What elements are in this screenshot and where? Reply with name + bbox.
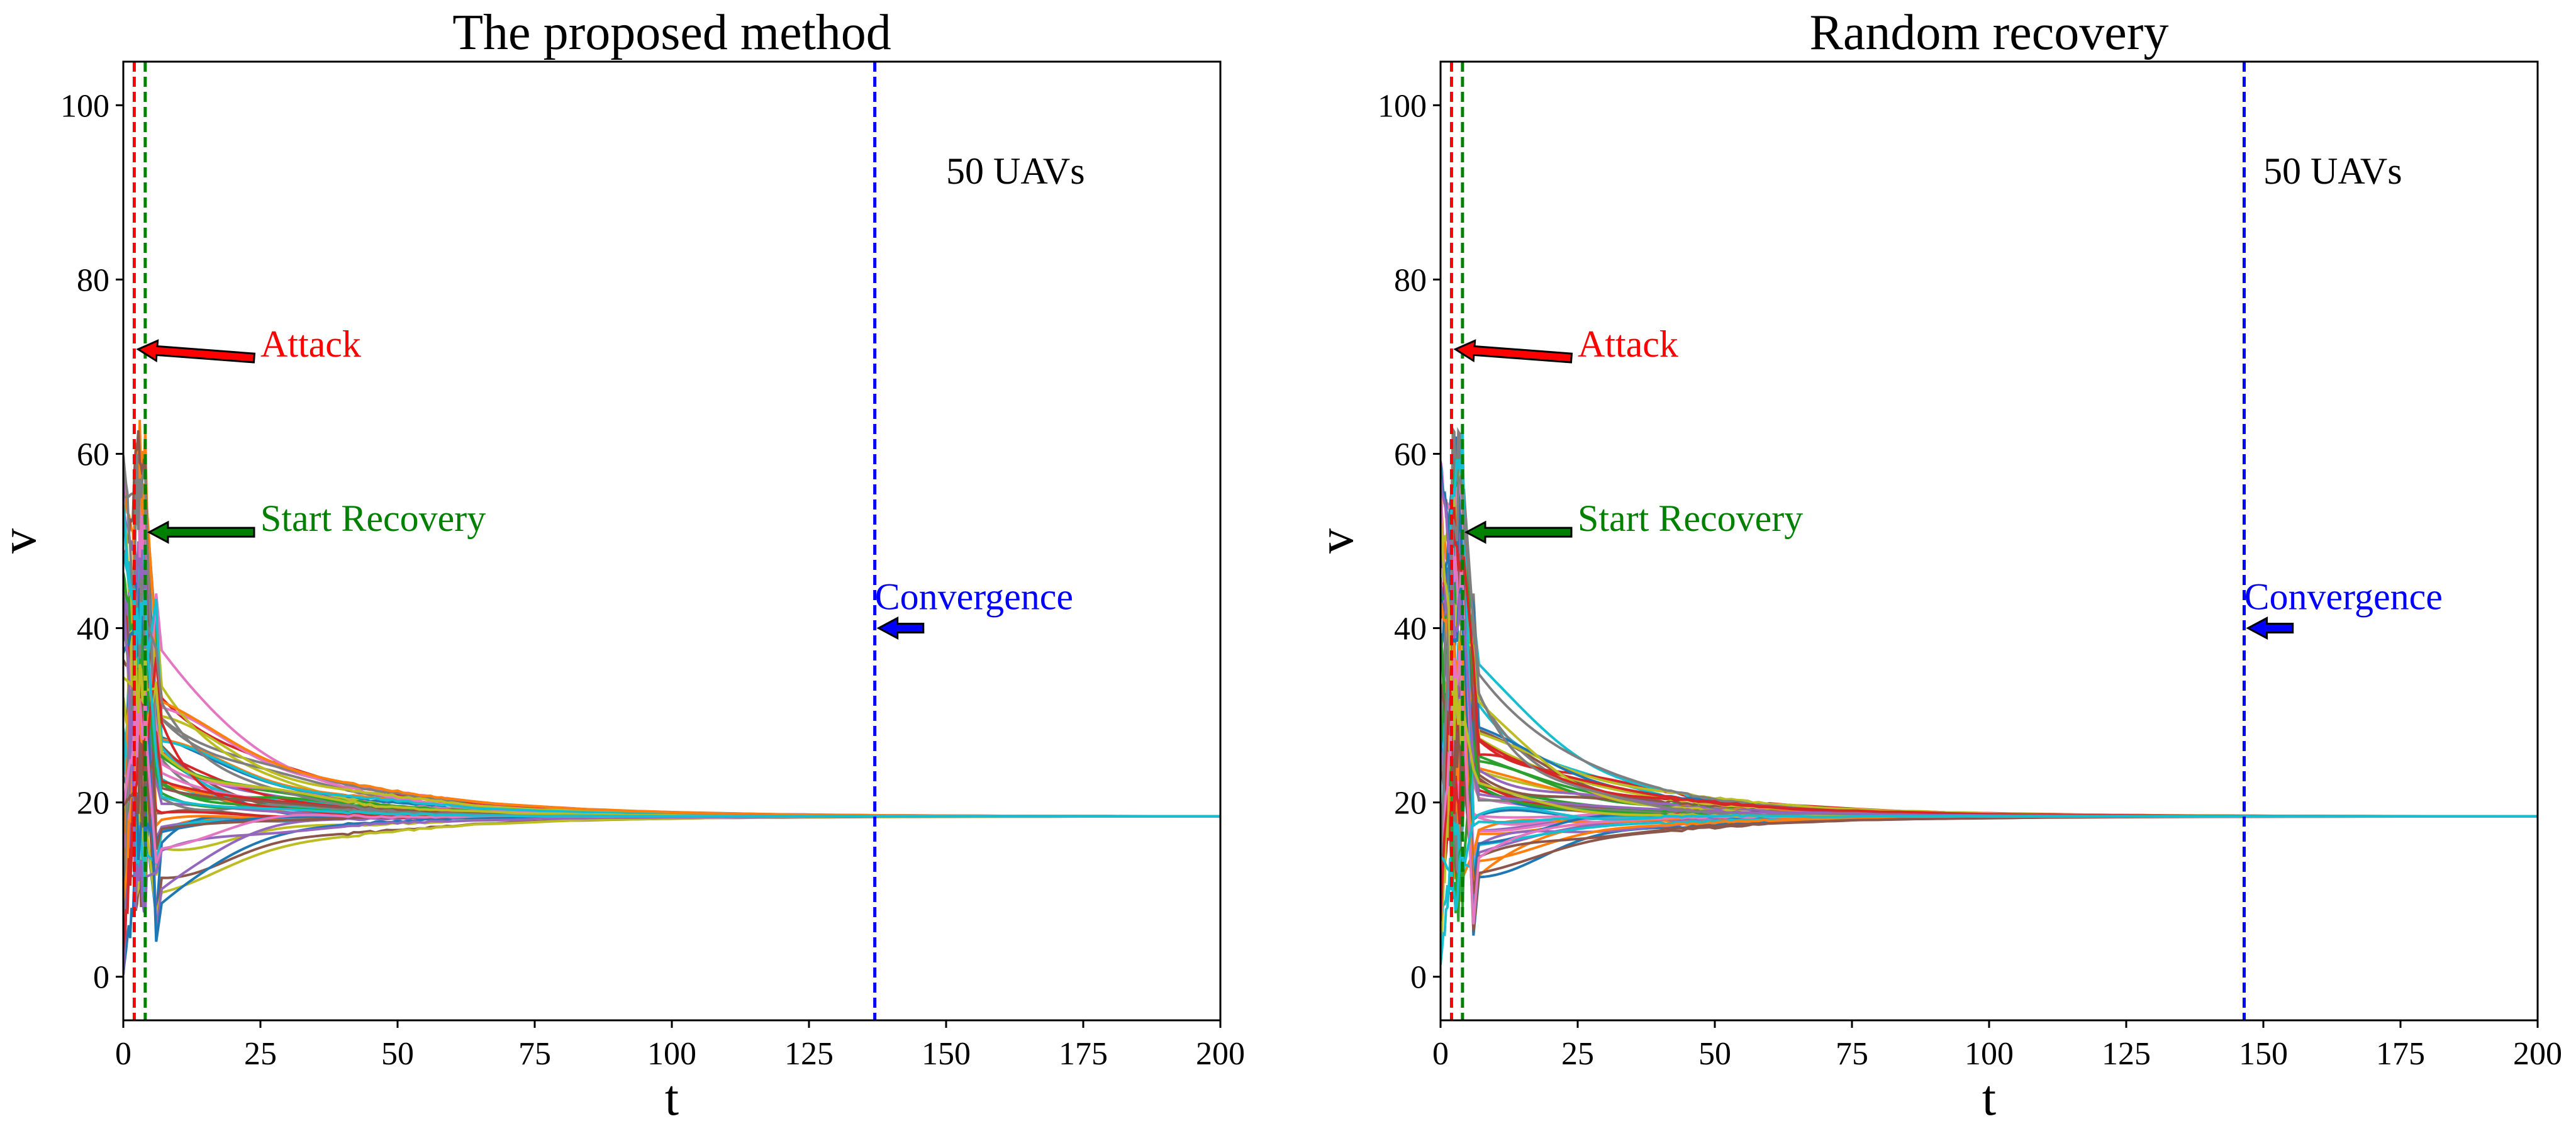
series-group [1441,425,2538,966]
series-group [123,420,1220,975]
uav-series-line [123,596,1220,818]
uav-series-line [123,589,1220,922]
y-axis-label: v [0,528,47,554]
uav-series-line [1441,603,2538,932]
uav-series-line [123,586,1220,898]
recovery-arrow [147,520,255,544]
uav-series-line [1441,684,2538,894]
axes-frame [1439,60,2539,1022]
x-tick-label: 200 [2513,1036,2562,1072]
y-tick-label: 0 [1410,960,1427,996]
convergence-label: Convergence [875,576,1073,618]
chart-title: The proposed method [452,5,891,60]
attack-label: Attack [260,323,361,365]
y-tick-label: 20 [77,786,109,822]
uav-series-line [1441,747,2538,862]
uav-series-line [123,550,1220,818]
uav-series-line [1441,493,2538,819]
y-tick-label: 20 [1394,786,1427,822]
x-tick-label: 125 [784,1036,834,1072]
attack-arrow [1453,339,1573,364]
uav-series-line [123,582,1220,942]
y-tick-label: 80 [1394,262,1427,298]
attack-label: Attack [1578,323,1678,365]
x-tick-label: 0 [1432,1036,1449,1072]
y-tick-label: 0 [93,960,109,996]
x-tick-label: 75 [518,1036,551,1072]
y-tick-label: 100 [1378,88,1427,124]
x-tick-label: 200 [1196,1036,1245,1072]
y-tick-label: 40 [1394,611,1427,647]
uav-series-line [123,658,1220,901]
y-tick-label: 60 [77,437,109,472]
x-tick-label: 25 [1561,1036,1594,1072]
uav-series-line [1441,432,2538,818]
uav-series-line [123,701,1220,974]
uav-series-line [1441,506,2538,922]
panel-2: 0 25 50 75 100 125 150 175 200 0 20 40 60 80 100 Random… [1308,5,2562,1126]
panel-1: 0 25 50 75 100 125 150 175 200 0 20 40 60 80 100 The pr… [0,5,1245,1126]
y-tick-label: 80 [77,262,109,298]
uav-series-line [123,649,1220,818]
uav-series-line [123,622,1220,876]
uav-series-line [1441,605,2538,892]
x-tick-label: 175 [2376,1036,2425,1072]
chart-title: Random recovery [1810,5,2169,60]
uav-count-label: 50 UAVs [2263,150,2402,192]
recovery-label: Start Recovery [1578,498,1803,539]
convergence-arrow [876,616,925,640]
convergence-label: Convergence [2244,576,2442,618]
y-tick-label: 60 [1394,437,1427,472]
recovery-arrow [1464,520,1573,544]
uav-series-line [1441,425,2538,818]
x-tick-label: 150 [2239,1036,2288,1072]
uav-series-line [1441,806,2538,911]
x-tick-label: 50 [1698,1036,1731,1072]
x-axis-label: t [1982,1071,1996,1126]
uav-count-label: 50 UAVs [946,150,1085,192]
y-axis-label: v [1308,528,1364,554]
convergence-arrow [2246,616,2294,640]
y-tick-label: 40 [77,611,109,647]
uav-series-line [1441,601,2538,889]
x-tick-label: 150 [922,1036,971,1072]
x-axis-label: t [665,1071,679,1126]
attack-arrow [136,339,256,364]
x-tick-label: 75 [1836,1036,1868,1072]
x-tick-label: 100 [1965,1036,2014,1072]
x-tick-label: 125 [2102,1036,2151,1072]
x-tick-label: 25 [244,1036,277,1072]
recovery-label: Start Recovery [260,498,486,539]
axes-frame [122,60,1222,1022]
y-tick-label: 100 [60,88,109,124]
x-tick-label: 50 [381,1036,414,1072]
x-tick-label: 175 [1059,1036,1108,1072]
uav-series-line [123,593,1220,917]
x-tick-label: 0 [115,1036,131,1072]
uav-series-line [123,591,1220,926]
x-tick-label: 100 [647,1036,696,1072]
